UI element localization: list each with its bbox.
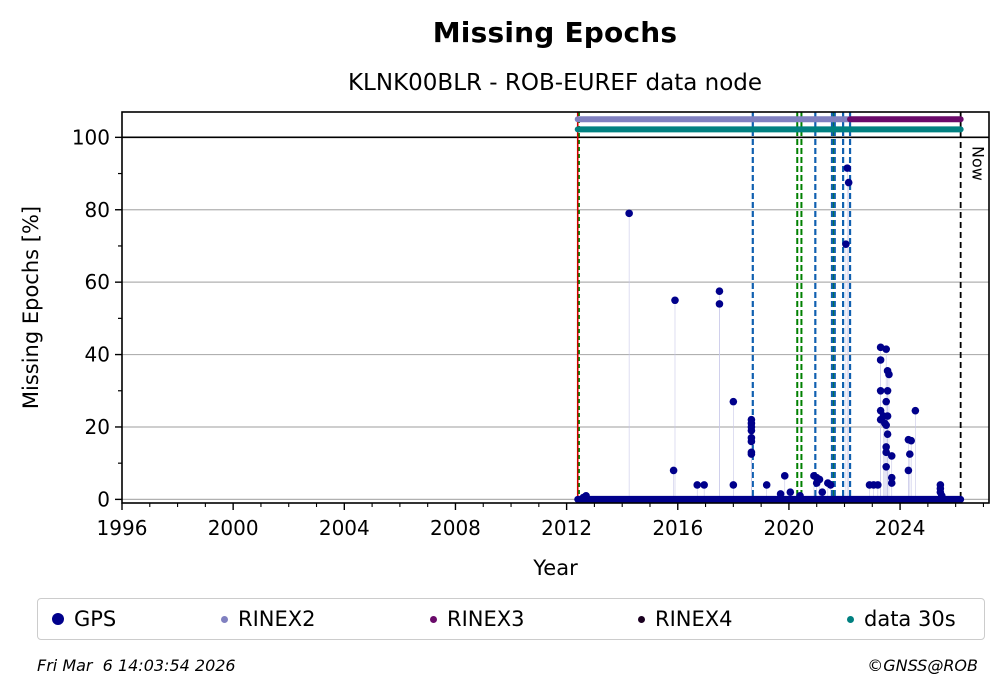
legend-item-rinex3: RINEX3 [430, 599, 525, 639]
gps-point [887, 473, 896, 482]
gps-point [843, 164, 852, 172]
gps-point [882, 421, 890, 429]
footer-timestamp: Fri Mar 6 14:03:54 2026 [37, 656, 236, 675]
legend-item-rinex2: RINEX2 [221, 599, 316, 639]
x-tick-label: 2008 [430, 516, 481, 540]
gps-point [876, 386, 885, 395]
gps-point [883, 430, 892, 439]
x-axis-label: Year [532, 556, 578, 580]
point-stems [582, 168, 943, 500]
x-tick-label: 2000 [208, 516, 259, 540]
gps-point [842, 240, 850, 248]
gps-point [796, 491, 804, 500]
gps-point [911, 406, 920, 415]
gps-point [826, 481, 835, 489]
legend-item-rinex4: RINEX4 [638, 599, 733, 639]
gps-point [882, 397, 890, 406]
gps-point [874, 481, 882, 489]
gps-point [882, 462, 890, 471]
plot-frame [121, 111, 990, 504]
y-tick-label: 80 [85, 198, 110, 222]
gps-point [747, 426, 756, 435]
axes [121, 111, 990, 504]
y-tick-label: 0 [97, 487, 110, 511]
gps-point [747, 450, 756, 458]
gps-point [700, 481, 708, 489]
y-tick-label: 60 [85, 270, 110, 294]
data30s-marker-icon [847, 615, 854, 623]
chart-title: Missing Epochs [432, 16, 678, 49]
x-tick-label: 1996 [97, 516, 148, 540]
gps-point [904, 466, 913, 475]
gps-point [937, 491, 946, 500]
legend-item-data30s: data 30s [847, 599, 956, 639]
gps-point [715, 287, 724, 296]
gps-point [844, 178, 853, 187]
tick-marks: 0 20 40 60 80 100 1996 2000 2004 2008 2012 2016 2020… [72, 125, 984, 540]
x-tick-label: 2024 [875, 516, 926, 540]
gps-point [906, 450, 914, 458]
gps-point [907, 436, 915, 445]
gps-point [883, 412, 892, 420]
gps-point [882, 443, 890, 451]
gps-points [574, 164, 965, 503]
gps-point [882, 345, 890, 353]
legend-label-data30s: data 30s [864, 607, 956, 631]
gps-point [876, 356, 885, 364]
gps-point [887, 452, 896, 460]
gps-point [582, 491, 590, 500]
gps-point [671, 296, 679, 305]
chart-subtitle: KLNK00BLR - ROB-EUREF data node [347, 70, 763, 96]
gps-point [812, 479, 821, 487]
x-tick-label: 2012 [541, 516, 592, 540]
rinex4-marker-icon [638, 615, 645, 623]
gps-point [747, 437, 756, 446]
legend-label-rinex3: RINEX3 [447, 607, 525, 631]
y-tick-label: 100 [72, 125, 110, 149]
y-tick-label: 20 [85, 415, 110, 439]
gps-point [882, 448, 890, 457]
gps-point [669, 466, 678, 475]
y-tick-label: 40 [85, 343, 110, 367]
footer-credit: ©GNSS@ROB [867, 656, 978, 675]
gps-point [729, 397, 738, 406]
x-tick-label: 2004 [319, 516, 370, 540]
availability-bars [574, 116, 964, 133]
grid-lines [122, 136, 989, 500]
rinex2-marker-icon [221, 615, 228, 623]
now-label: Now [969, 146, 988, 181]
gps-point [786, 488, 795, 496]
gps-point [729, 481, 738, 489]
gps-point [693, 481, 702, 489]
gps-point [818, 488, 827, 496]
gps-point [883, 386, 892, 395]
legend-label-rinex4: RINEX4 [655, 607, 733, 631]
gps-point [780, 472, 789, 480]
x-tick-label: 2016 [652, 516, 703, 540]
legend-label-rinex2: RINEX2 [238, 607, 316, 631]
gps-point [887, 479, 896, 487]
rinex3-marker-icon [430, 615, 437, 623]
legend: GPS RINEX2 RINEX3 RINEX4 data 30s [37, 598, 985, 640]
gps-marker-icon [52, 613, 64, 625]
gps-point [625, 209, 633, 218]
legend-label-gps: GPS [74, 607, 117, 631]
gps-point [776, 490, 785, 498]
y-axis-label: Missing Epochs [%] [19, 206, 43, 409]
vertical-markers [576, 112, 962, 503]
legend-item-gps: GPS [52, 599, 116, 639]
x-tick-label: 2020 [763, 516, 814, 540]
gps-point [762, 481, 771, 489]
gps-point [715, 300, 724, 308]
gps-point [885, 370, 893, 379]
